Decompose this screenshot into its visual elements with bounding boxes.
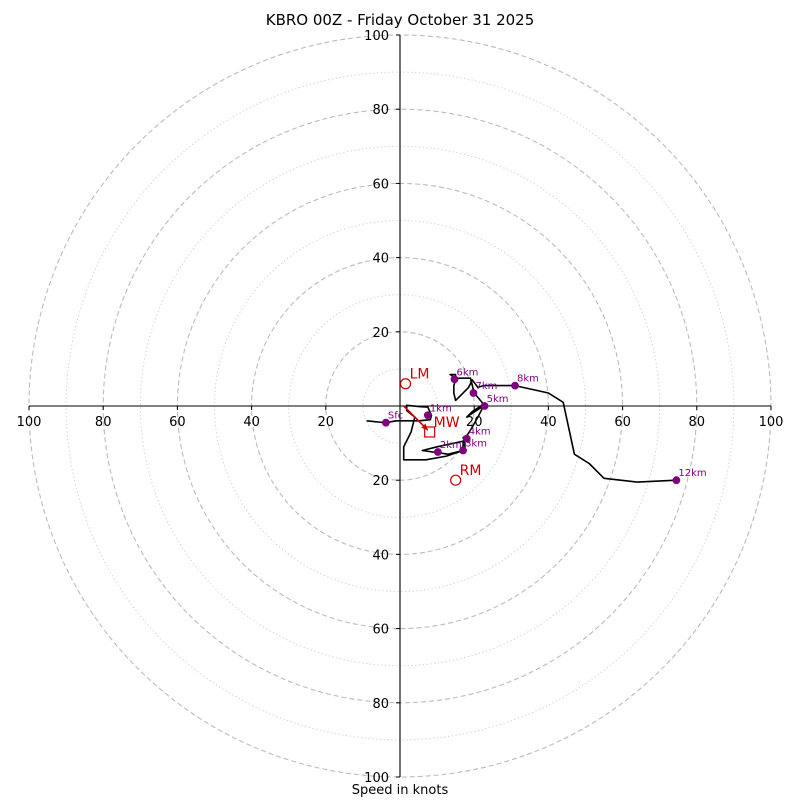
storm-motion: LM RM MW [399,367,482,486]
lm-marker [399,378,412,390]
y-tick-label: 80 [372,697,389,712]
height-point-sfc-label: Sfc [388,411,403,422]
rm-marker [450,474,462,486]
x-axis-label: Speed in knots [351,783,449,798]
height-point-12km [672,476,681,485]
height-point-3km-label: 3km [465,439,487,450]
x-tick-label: 100 [17,415,42,430]
height-point-5km [480,402,489,410]
height-point-6km-label: 6km [457,367,479,378]
height-point-8km [511,381,519,390]
x-tick-label: 60 [614,415,631,430]
height-point-1km [423,411,432,420]
height-point-2km-label: 2km [440,440,462,451]
y-tick-label: 60 [372,177,389,192]
tick-labels: 100 80 60 40 20 20 40 60 80 100204060801002040608… [17,29,784,786]
height-point-4km [462,434,471,443]
mw-label: MW [434,415,460,431]
y-tick-label: 100 [364,29,389,44]
x-tick-label: 80 [689,415,706,430]
x-tick-label: 20 [318,415,335,430]
y-tick-label: 20 [372,474,389,489]
rm-label: RM [460,463,482,479]
height-point-7km-label: 7km [475,381,497,392]
y-tick-label: 100 [364,771,389,786]
y-tick-label: 20 [372,326,389,341]
y-tick-label: 40 [372,252,389,267]
y-tick-label: 40 [372,548,389,563]
height-point-4km-label: 4km [469,427,491,438]
x-tick-label: 60 [169,415,186,430]
mw-marker [424,426,436,438]
wind-trace-line [366,373,677,483]
axes [29,35,771,777]
height-point-sfc [382,418,390,427]
x-tick-label: 40 [540,415,557,430]
lm-label: LM [410,367,430,383]
x-tick-label: 100 [759,415,784,430]
height-point-8km-label: 8km [517,374,539,385]
y-tick-label: 80 [372,103,389,118]
chart-title: KBRO 00Z - Friday October 31 2025 [265,11,535,29]
x-tick-label: 80 [95,415,112,430]
x-tick-label: 40 [243,415,260,430]
height-point-3km [459,446,467,455]
wind-trace [366,373,677,483]
height-point-7km [469,389,478,397]
height-point-5km-label: 5km [487,394,509,405]
y-tick-label: 60 [372,623,389,638]
height-point-1km-label: 1km [430,403,452,414]
height-point-6km [450,375,459,384]
height-point-2km [433,448,442,456]
height-point-12km-label: 12km [678,468,706,479]
